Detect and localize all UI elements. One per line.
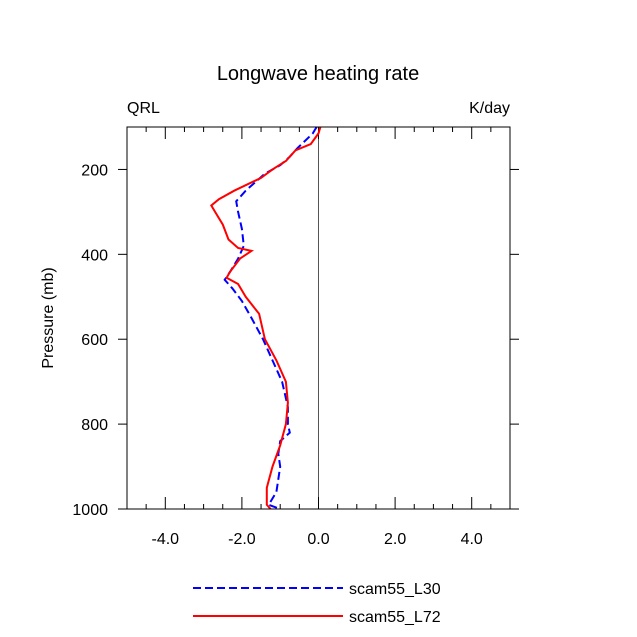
x-tick-label: 0.0: [307, 531, 329, 548]
legend: scam55_L30 scam55_L72: [193, 581, 441, 626]
axis-ticks: [118, 127, 519, 510]
y-tick-labels: 200 400 600 800 1000: [72, 162, 108, 519]
plot-frame: [126, 126, 511, 510]
y-tick-label: 400: [81, 247, 108, 264]
series-line-scam55-l72: [210, 126, 322, 510]
y-tick-label: 800: [81, 417, 108, 434]
left-variable-label: QRL: [127, 100, 160, 117]
right-units-label: K/day: [469, 100, 510, 117]
series-line-scam55-l30: [223, 126, 318, 510]
x-tick-labels: -4.0 -2.0 0.0 2.0 4.0: [152, 531, 483, 548]
x-tick-label: 4.0: [461, 531, 483, 548]
chart-title: Longwave heating rate: [217, 63, 419, 85]
y-tick-label: 200: [81, 162, 108, 179]
legend-label-scam55-l30: scam55_L30: [349, 581, 441, 598]
x-tick-label: -2.0: [228, 531, 256, 548]
x-tick-label: 2.0: [384, 531, 406, 548]
y-tick-label: 600: [81, 332, 108, 349]
legend-label-scam55-l72: scam55_L72: [349, 609, 441, 626]
x-tick-label: -4.0: [152, 531, 180, 548]
y-tick-label: 1000: [72, 502, 108, 519]
y-axis-label: Pressure (mb): [40, 267, 57, 368]
